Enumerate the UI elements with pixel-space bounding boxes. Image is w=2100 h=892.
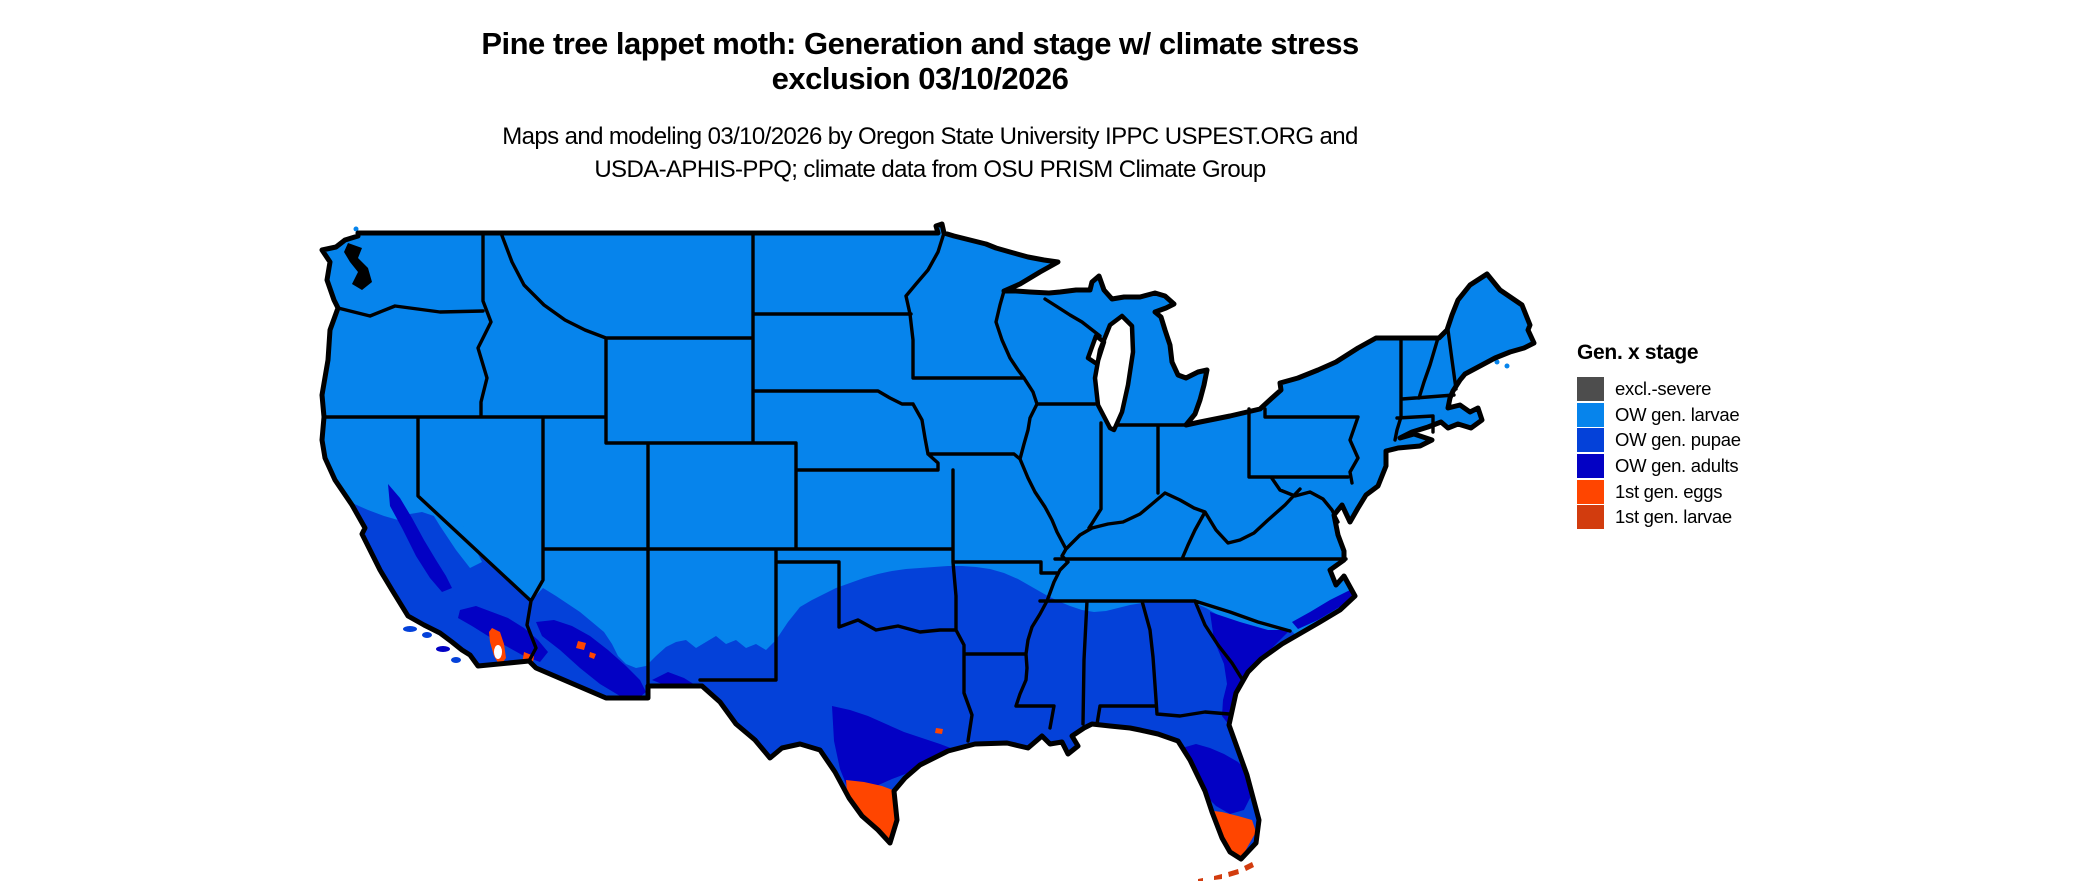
legend-swatch-excl-severe [1577,376,1604,401]
legend-swatch-1st-larvae [1577,505,1604,530]
legend-label-1st-larvae: 1st gen. larvae [1615,506,1732,528]
legend-row-1st-larvae: 1st gen. larvae [1577,504,1741,530]
lake-michigan [1085,313,1136,433]
title-line-2: exclusion 03/10/2026 [771,61,1069,96]
legend-label-ow-larvae: OW gen. larvae [1615,403,1740,425]
legend-label-1st-eggs: 1st gen. eggs [1615,480,1723,502]
legend: Gen. x stage excl.-severe OW gen. larvae… [1577,341,1741,530]
state-borders [322,231,1458,743]
puget-sound-inlets [344,243,372,290]
legend-row-ow-adults: OW gen. adults [1577,453,1741,479]
channel-islands [403,626,461,663]
region-1st-gen-eggs [489,628,1256,859]
legend-swatch-ow-adults [1577,453,1604,478]
maine-coast-islets [353,226,1510,369]
legend-row-ow-larvae: OW gen. larvae [1577,402,1741,428]
legend-swatch-1st-eggs [1577,479,1604,504]
legend-row-excl-severe: excl.-severe [1577,376,1741,402]
legend-row-ow-pupae: OW gen. pupae [1577,427,1741,453]
subtitle-line-2: USDA-APHIS-PPQ; climate data from OSU PR… [594,156,1266,183]
legend-row-1st-eggs: 1st gen. eggs [1577,479,1741,505]
figure-title: Pine tree lappet moth: Generation and st… [80,26,1760,96]
legend-swatch-ow-larvae [1577,402,1604,427]
legend-label-ow-adults: OW gen. adults [1615,454,1739,476]
legend-label-ow-pupae: OW gen. pupae [1615,429,1741,451]
legend-title: Gen. x stage [1577,341,1699,364]
title-line-1: Pine tree lappet moth: Generation and st… [481,26,1359,61]
legend-swatch-ow-pupae [1577,428,1604,453]
figure-subtitle: Maps and modeling 03/10/2026 by Oregon S… [80,120,1780,186]
legend-label-excl-severe: excl.-severe [1615,377,1712,399]
region-1st-gen-larvae-keys [1198,862,1254,881]
salton-sea [494,645,502,659]
subtitle-line-1: Maps and modeling 03/10/2026 by Oregon S… [502,123,1358,150]
